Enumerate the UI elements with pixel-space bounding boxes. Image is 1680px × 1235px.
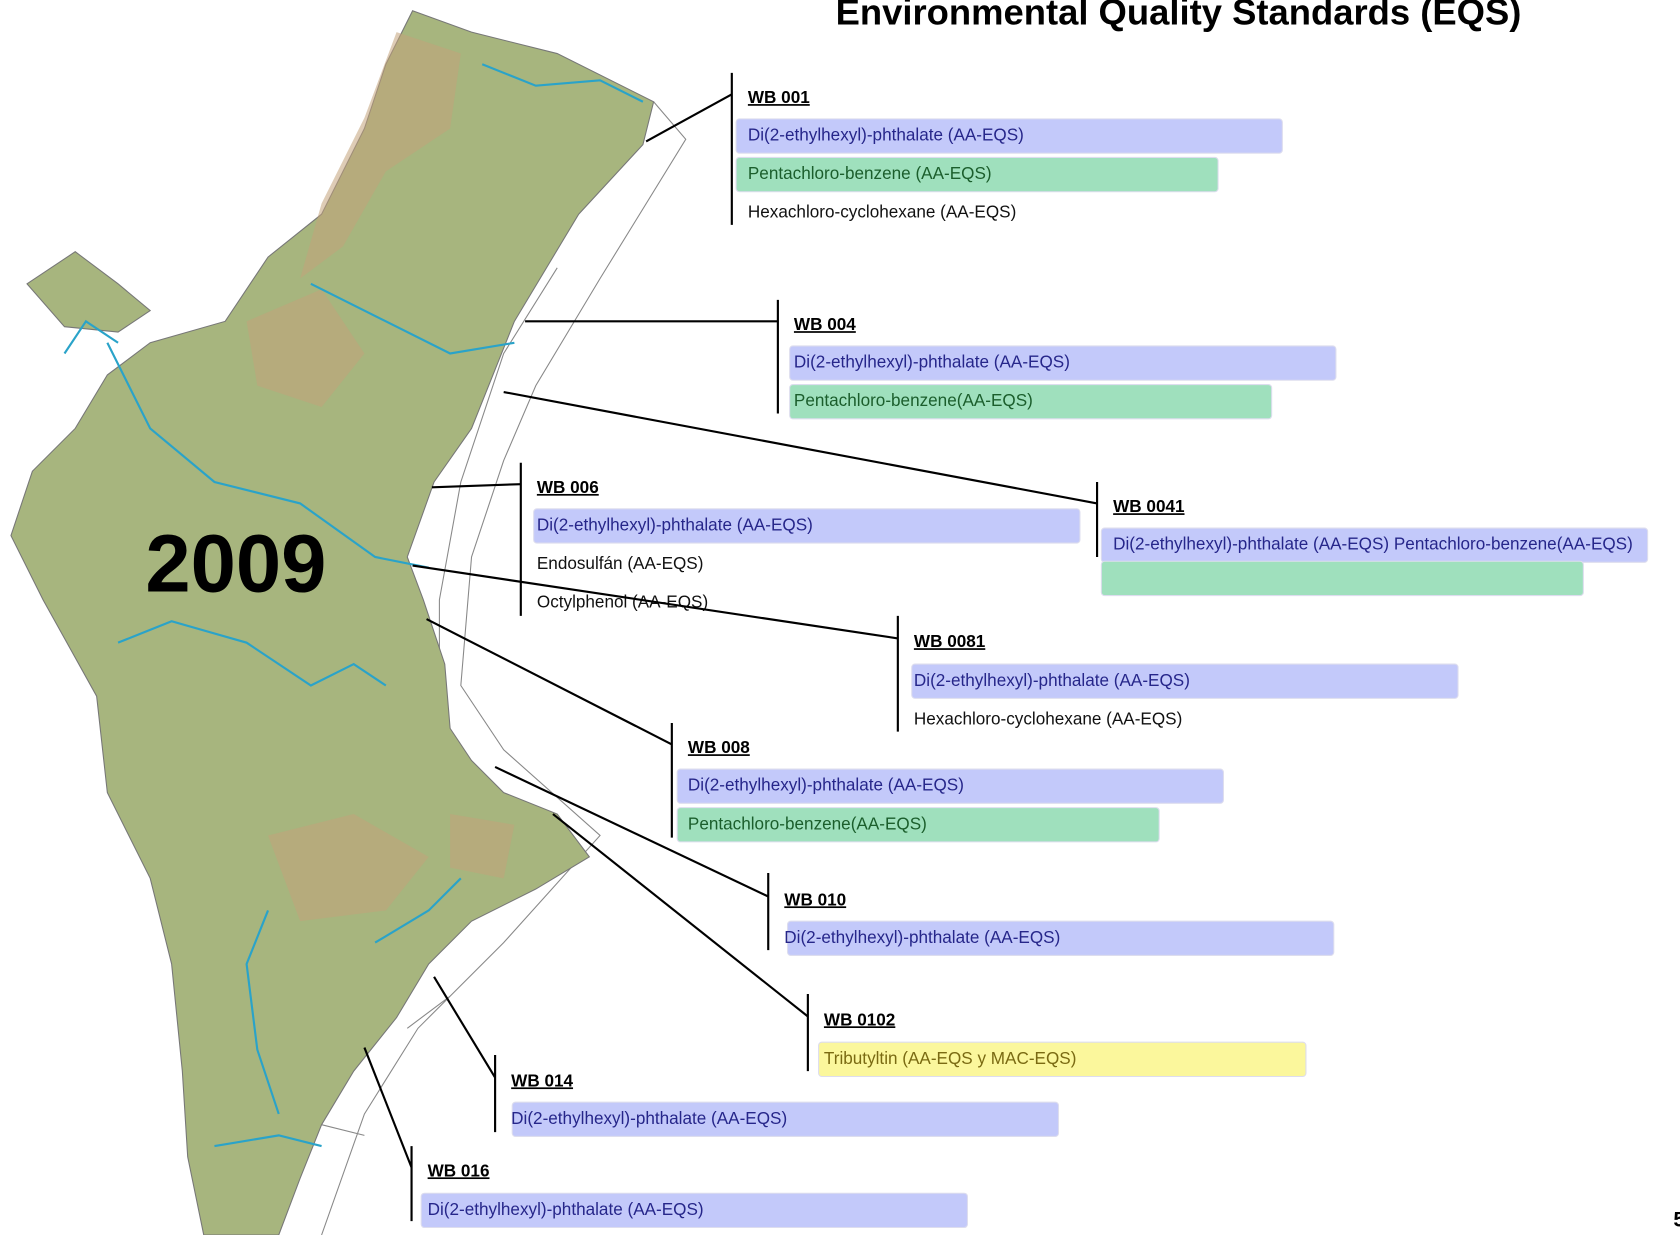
leader-line (434, 977, 495, 1078)
leader-line (432, 484, 521, 487)
substance: Di(2-ethylhexyl)-phthalate (AA-EQS) (784, 927, 1060, 947)
water-body-name: WB 016 (428, 1160, 490, 1180)
water-body-name: WB 001 (748, 87, 810, 107)
title: Environmental Quality Standards (EQS) (836, 0, 1522, 33)
substance: Di(2-ethylhexyl)-phthalate (AA-EQS) (914, 670, 1190, 690)
water-body: WB 006 Di(2-ethylhexyl)-phthalate (AA-EQS… (432, 463, 1080, 616)
water-body-name: WB 0041 (1113, 496, 1185, 516)
substance: Pentachloro-benzene (AA-EQS) (748, 163, 992, 183)
map (11, 11, 686, 1235)
leader-line (646, 94, 732, 141)
substance: Di(2-ethylhexyl)-phthalate (AA-EQS) (688, 775, 964, 795)
leader-line (553, 814, 808, 1016)
water-body-name: WB 0102 (824, 1009, 895, 1029)
water-body-name: WB 010 (784, 889, 846, 909)
water-body-name: WB 0081 (914, 631, 986, 651)
substance: Di(2-ethylhexyl)-phthalate (AA-EQS) (794, 352, 1070, 372)
substance: Di(2-ethylhexyl)-phthalate (AA-EQS) (511, 1108, 787, 1128)
substance: Octylphenol (AA-EQS) (537, 592, 708, 612)
water-body: WB 008 Di(2-ethylhexyl)-phthalate (AA-EQS… (427, 619, 1224, 842)
leader-line (427, 619, 672, 744)
substance: Di(2-ethylhexyl)-phthalate (AA-EQS) Pent… (1113, 534, 1633, 554)
highlight (1101, 561, 1583, 595)
water-body: WB 004 Di(2-ethylhexyl)-phthalate (AA-EQS… (525, 300, 1336, 419)
substance: Hexachloro-cyclohexane (AA-EQS) (748, 202, 1016, 222)
substance: Pentachloro-benzene(AA-EQS) (688, 813, 927, 833)
substance: Di(2-ethylhexyl)-phthalate (AA-EQS) (537, 514, 813, 534)
substance: Pentachloro-benzene(AA-EQS) (794, 390, 1033, 410)
substance: Tributyltin (AA-EQS y MAC-EQS) (824, 1048, 1076, 1068)
substance: Di(2-ethylhexyl)-phthalate (AA-EQS) (428, 1199, 704, 1219)
page: Environmental Quality Standards (EQS) 20… (0, 0, 1680, 1235)
substance: Endosulfán (AA-EQS) (537, 553, 704, 573)
page-number: 5 (1673, 1208, 1680, 1232)
leader-line (413, 566, 898, 639)
water-body-name: WB 014 (511, 1070, 573, 1090)
substance: Hexachloro-cyclohexane (AA-EQS) (914, 708, 1182, 728)
leader-line (364, 1048, 411, 1168)
water-body-name: WB 008 (688, 737, 750, 757)
water-body-name: WB 006 (537, 477, 599, 497)
water-body: WB 001 Di(2-ethylhexyl)-phthalate (AA-EQS… (646, 73, 1282, 225)
water-body-name: WB 004 (794, 314, 856, 334)
year: 2009 (145, 518, 326, 609)
substance: Di(2-ethylhexyl)-phthalate (AA-EQS) (748, 125, 1024, 145)
slide: Environmental Quality Standards (EQS) 20… (0, 0, 1680, 1235)
